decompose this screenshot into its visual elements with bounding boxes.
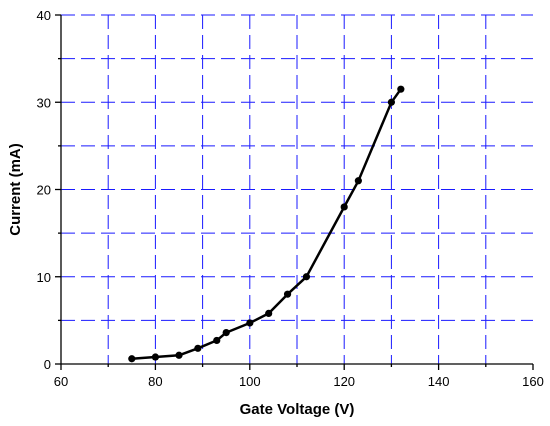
x-tick-label: 120 bbox=[333, 374, 355, 389]
data-point bbox=[387, 98, 395, 106]
series-line-0 bbox=[131, 88, 402, 361]
data-point bbox=[283, 290, 292, 298]
y-axis-title: Current (mA) bbox=[7, 143, 24, 236]
data-point bbox=[246, 319, 254, 327]
x-axis-title: Gate Voltage (V) bbox=[240, 401, 355, 418]
x-tick-label: 80 bbox=[148, 374, 162, 389]
data-point bbox=[265, 309, 273, 317]
x-tick-label: 140 bbox=[428, 374, 450, 389]
y-tick-label: 30 bbox=[37, 95, 51, 110]
data-point bbox=[175, 351, 183, 359]
y-tick-label: 40 bbox=[37, 8, 51, 23]
x-tick-label: 60 bbox=[54, 374, 68, 389]
grid bbox=[61, 14, 533, 364]
x-tick-label: 100 bbox=[239, 374, 261, 389]
data-point bbox=[151, 353, 159, 361]
y-tick-label: 10 bbox=[37, 270, 51, 285]
data-series bbox=[128, 85, 405, 363]
data-point bbox=[194, 344, 202, 352]
x-tick-label: 160 bbox=[522, 374, 544, 389]
y-tick-label: 0 bbox=[44, 357, 51, 372]
data-point bbox=[128, 355, 136, 363]
data-point bbox=[222, 328, 230, 337]
data-point bbox=[213, 336, 221, 345]
data-point bbox=[302, 273, 311, 281]
y-tick-label: 20 bbox=[37, 183, 51, 198]
data-point bbox=[354, 177, 362, 185]
data-point bbox=[397, 85, 405, 93]
data-point bbox=[340, 203, 348, 211]
ticks: 60 80 100 120 140 160 0 10 20 30 40 bbox=[37, 8, 544, 389]
